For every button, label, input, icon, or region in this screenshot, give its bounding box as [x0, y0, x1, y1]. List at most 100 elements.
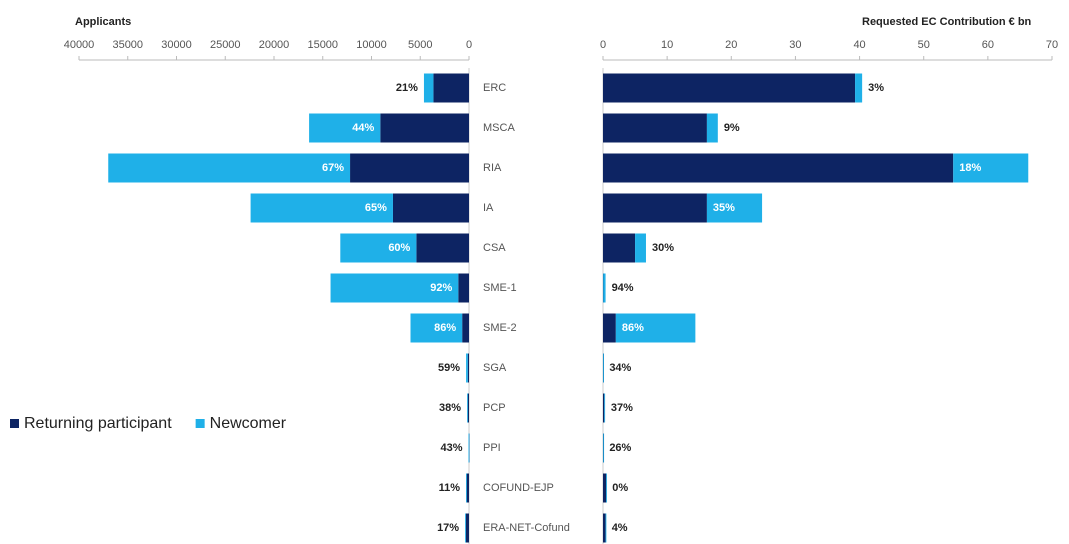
bar-segment — [603, 393, 605, 423]
category-label: RIA — [483, 162, 502, 174]
bar-segment — [410, 313, 463, 343]
x-tick-label: 0 — [466, 39, 472, 51]
share-label: 94% — [612, 282, 634, 294]
bar-segment — [309, 113, 381, 143]
share-label: 0% — [612, 482, 628, 494]
legend-label: Returning participant — [24, 415, 172, 432]
bar-segment — [108, 153, 351, 183]
bar-segment — [340, 233, 417, 263]
x-tick-label: 50 — [918, 39, 930, 51]
category-label: MSCA — [483, 122, 515, 134]
x-tick-label: 5000 — [408, 39, 432, 51]
category-label: PPI — [483, 442, 501, 454]
x-tick-label: 0 — [600, 39, 606, 51]
bar-segment — [468, 433, 470, 463]
legend-swatch — [195, 419, 205, 428]
bar-segment — [466, 353, 468, 383]
legend-swatch — [10, 419, 19, 428]
bar-segment — [250, 193, 393, 223]
share-label: 35% — [713, 202, 735, 214]
x-tick-label: 40 — [853, 39, 865, 51]
share-label: 34% — [609, 362, 631, 374]
bar-segment — [606, 473, 608, 503]
share-label: 86% — [434, 322, 456, 334]
share-label: 9% — [724, 122, 740, 134]
x-tick-label: 70 — [1046, 39, 1058, 51]
bar-segment — [467, 353, 469, 383]
x-tick-label: 35000 — [112, 39, 143, 51]
share-label: 17% — [437, 522, 459, 534]
bar-segment — [330, 273, 459, 303]
left-axis-title: Applicants — [75, 16, 131, 28]
bar-segment — [706, 193, 763, 223]
share-label: 4% — [612, 522, 628, 534]
x-tick-label: 20 — [725, 39, 737, 51]
bar-segment — [603, 233, 636, 263]
share-label: 67% — [322, 162, 344, 174]
bar-segment — [603, 313, 616, 343]
bar-segment — [603, 193, 707, 223]
category-label: SGA — [483, 362, 507, 374]
bar-segment — [603, 433, 605, 463]
bar-segment — [423, 73, 434, 103]
category-label: SME-1 — [483, 282, 517, 294]
legend-label: Newcomer — [210, 415, 287, 432]
x-tick-label: 60 — [982, 39, 994, 51]
bar-segment — [467, 393, 469, 423]
category-label: ERC — [483, 82, 506, 94]
bar-segment — [635, 233, 646, 263]
bar-segment — [605, 513, 607, 543]
share-label: 18% — [959, 162, 981, 174]
category-label: ERA-NET-Cofund — [483, 522, 570, 534]
bar-segment — [603, 113, 707, 143]
share-label: 65% — [365, 202, 387, 214]
share-label: 3% — [868, 82, 884, 94]
category-label: IA — [483, 202, 494, 214]
share-label: 26% — [609, 442, 631, 454]
bar-segment — [953, 153, 1029, 183]
x-tick-label: 40000 — [64, 39, 95, 51]
share-label: 30% — [652, 242, 674, 254]
bar-segment — [380, 113, 469, 143]
bar-segment — [603, 73, 856, 103]
share-label: 21% — [396, 82, 418, 94]
bar-segment — [855, 73, 863, 103]
share-label: 59% — [438, 362, 460, 374]
category-label: COFUND-EJP — [483, 482, 554, 494]
bar-segment — [603, 513, 606, 543]
bar-segment — [466, 473, 469, 503]
right-axis-title: Requested EC Contribution € bn — [862, 16, 1032, 28]
bar-segment — [392, 193, 469, 223]
x-tick-label: 15000 — [307, 39, 338, 51]
bar-segment — [706, 113, 718, 143]
bar-segment — [416, 233, 469, 263]
bar-segment — [603, 273, 606, 303]
share-label: 44% — [352, 122, 374, 134]
x-tick-label: 25000 — [210, 39, 241, 51]
x-tick-label: 20000 — [259, 39, 290, 51]
share-label: 38% — [439, 402, 461, 414]
bar-segment — [350, 153, 469, 183]
x-tick-label: 10 — [661, 39, 673, 51]
category-label: SME-2 — [483, 322, 517, 334]
share-label: 11% — [439, 482, 461, 494]
share-label: 60% — [388, 242, 410, 254]
bar-segment — [465, 513, 469, 543]
bar-segment — [467, 393, 468, 423]
bar-segment — [433, 73, 469, 103]
share-label: 86% — [622, 322, 644, 334]
category-label: CSA — [483, 242, 506, 254]
bar-segment — [615, 313, 696, 343]
share-label: 43% — [440, 442, 462, 454]
share-label: 37% — [611, 402, 633, 414]
x-tick-label: 30 — [789, 39, 801, 51]
bar-segment — [603, 153, 954, 183]
bar-segment — [603, 353, 604, 383]
bar-segment — [604, 393, 606, 423]
bar-segment — [462, 313, 469, 343]
bar-segment — [603, 473, 607, 503]
bar-segment — [466, 473, 467, 503]
x-tick-label: 30000 — [161, 39, 192, 51]
